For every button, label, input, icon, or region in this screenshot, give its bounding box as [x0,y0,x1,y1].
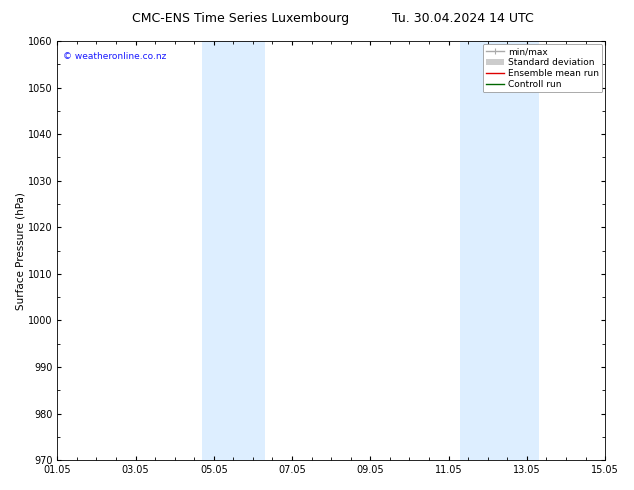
Text: CMC-ENS Time Series Luxembourg: CMC-ENS Time Series Luxembourg [133,12,349,25]
Legend: min/max, Standard deviation, Ensemble mean run, Controll run: min/max, Standard deviation, Ensemble me… [482,44,602,93]
Bar [460,41,539,460]
Y-axis label: Surface Pressure (hPa): Surface Pressure (hPa) [15,192,25,310]
Text: © weatheronline.co.nz: © weatheronline.co.nz [63,51,166,61]
Bar [202,41,264,460]
Text: Tu. 30.04.2024 14 UTC: Tu. 30.04.2024 14 UTC [392,12,534,25]
